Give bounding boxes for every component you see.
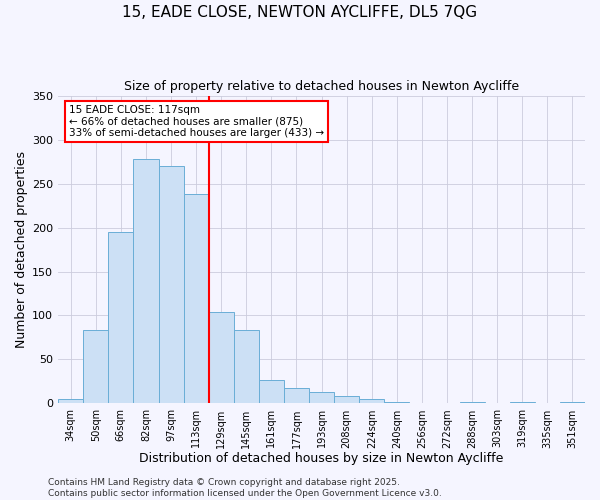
Bar	[384, 402, 409, 404]
Bar	[560, 402, 585, 404]
Bar	[309, 392, 334, 404]
Y-axis label: Number of detached properties: Number of detached properties	[15, 151, 28, 348]
Bar	[133, 159, 158, 404]
Bar	[209, 312, 234, 404]
Bar	[334, 396, 359, 404]
Title: Size of property relative to detached houses in Newton Aycliffe: Size of property relative to detached ho…	[124, 80, 519, 93]
Text: 15 EADE CLOSE: 117sqm
← 66% of detached houses are smaller (875)
33% of semi-det: 15 EADE CLOSE: 117sqm ← 66% of detached …	[68, 105, 324, 138]
Bar	[234, 330, 259, 404]
Bar	[259, 380, 284, 404]
Bar	[83, 330, 109, 404]
Text: 15, EADE CLOSE, NEWTON AYCLIFFE, DL5 7QG: 15, EADE CLOSE, NEWTON AYCLIFFE, DL5 7QG	[122, 5, 478, 20]
Bar	[460, 402, 485, 404]
Bar	[510, 402, 535, 404]
Bar	[284, 388, 309, 404]
Bar	[109, 232, 133, 404]
Bar	[184, 194, 209, 404]
Bar	[359, 399, 384, 404]
X-axis label: Distribution of detached houses by size in Newton Aycliffe: Distribution of detached houses by size …	[139, 452, 504, 465]
Bar	[58, 399, 83, 404]
Text: Contains HM Land Registry data © Crown copyright and database right 2025.
Contai: Contains HM Land Registry data © Crown c…	[48, 478, 442, 498]
Bar	[158, 166, 184, 404]
